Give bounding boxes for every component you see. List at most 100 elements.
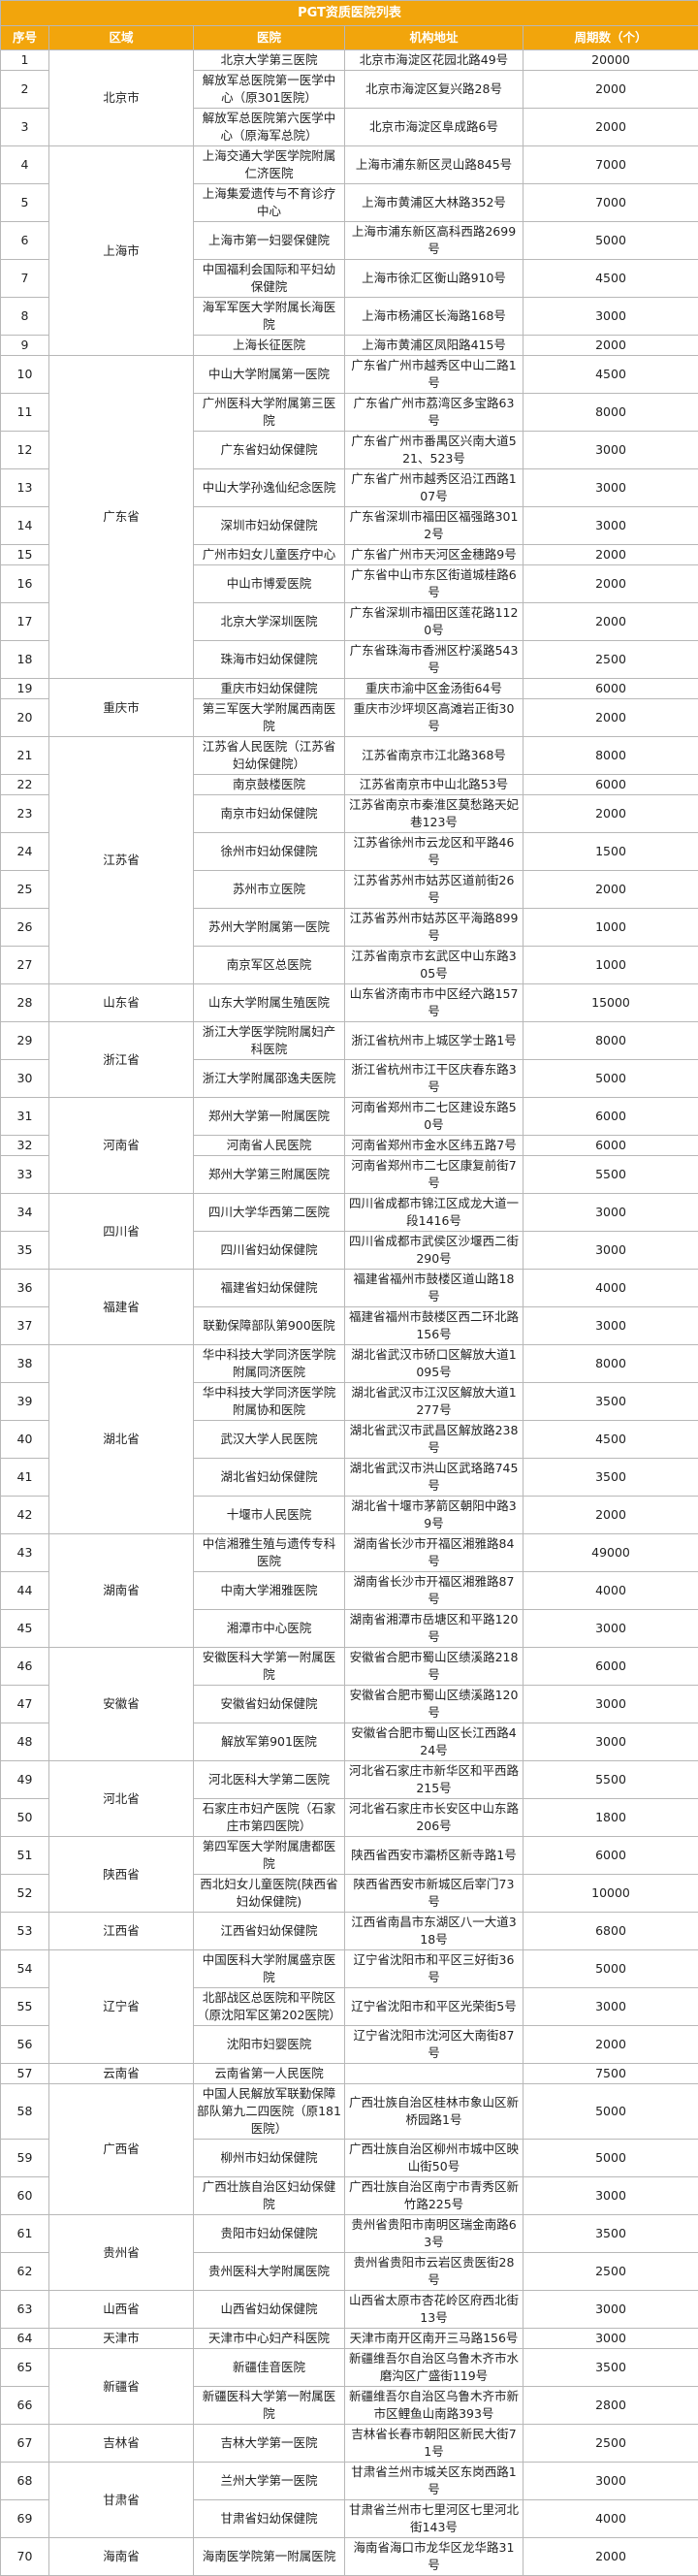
hospital: 甘肃省妇幼保健院 xyxy=(194,2500,345,2538)
region: 新疆省 xyxy=(49,2349,194,2425)
hospital: 武汉大学人民医院 xyxy=(194,1421,345,1459)
row-number: 10 xyxy=(1,356,49,394)
hospital: 新疆医科大学第一附属医院 xyxy=(194,2387,345,2425)
region: 广东省 xyxy=(49,356,194,679)
address: 上海市黄浦区凤阳路415号 xyxy=(345,336,524,356)
hospital: 吉林大学第一医院 xyxy=(194,2425,345,2463)
cycles: 10000 xyxy=(524,1875,698,1913)
region: 湖北省 xyxy=(49,1345,194,1534)
hospital: 安徽医科大学第一附属医院 xyxy=(194,1648,345,1686)
address: 安徽省合肥市蜀山区绩溪路218号 xyxy=(345,1648,524,1686)
cycles: 5000 xyxy=(524,2140,698,2177)
hospital: 浙江大学医学院附属妇产科医院 xyxy=(194,1022,345,1060)
address: 湖南省长沙市开福区湘雅路87号 xyxy=(345,1572,524,1610)
region: 江苏省 xyxy=(49,737,194,984)
row-number: 13 xyxy=(1,469,49,507)
cycles: 2500 xyxy=(524,641,698,679)
hospital: 贵阳市妇幼保健院 xyxy=(194,2215,345,2253)
hospital: 华中科技大学同济医学院附属协和医院 xyxy=(194,1383,345,1421)
row-number: 5 xyxy=(1,184,49,222)
row-number: 52 xyxy=(1,1875,49,1913)
address: 上海市黄浦区大林路352号 xyxy=(345,184,524,222)
hospital: 山西省妇幼保健院 xyxy=(194,2291,345,2329)
cycles: 2500 xyxy=(524,2425,698,2463)
row-number: 57 xyxy=(1,2064,49,2084)
column-header: 序号 xyxy=(1,26,49,50)
hospital: 十堰市人民医院 xyxy=(194,1497,345,1534)
cycles: 4000 xyxy=(524,1270,698,1307)
cycles: 3000 xyxy=(524,1232,698,1270)
hospital: 山东大学附属生殖医院 xyxy=(194,984,345,1022)
hospital: 石家庄市妇产医院（石家庄市第四医院） xyxy=(194,1799,345,1837)
cycles: 2000 xyxy=(524,1497,698,1534)
hospital: 华中科技大学同济医学院附属同济医院 xyxy=(194,1345,345,1383)
row-number: 34 xyxy=(1,1194,49,1232)
address: 重庆市渝中区金汤街64号 xyxy=(345,679,524,699)
cycles: 3000 xyxy=(524,2291,698,2329)
region: 广西省 xyxy=(49,2084,194,2215)
cycles: 3000 xyxy=(524,2177,698,2215)
region: 江西省 xyxy=(49,1913,194,1950)
row-number: 35 xyxy=(1,1232,49,1270)
column-header: 周期数（个） xyxy=(524,26,698,50)
hospital: 河南省人民医院 xyxy=(194,1136,345,1156)
cycles: 5000 xyxy=(524,2084,698,2140)
cycles: 3000 xyxy=(524,2463,698,2500)
row-number: 24 xyxy=(1,833,49,871)
row-number: 40 xyxy=(1,1421,49,1459)
row-number: 67 xyxy=(1,2425,49,2463)
row-number: 37 xyxy=(1,1307,49,1345)
hospital: 四川大学华西第二医院 xyxy=(194,1194,345,1232)
row-number: 12 xyxy=(1,432,49,469)
row-number: 45 xyxy=(1,1610,49,1648)
cycles: 3000 xyxy=(524,1686,698,1723)
region: 上海市 xyxy=(49,146,194,356)
hospital: 中山大学孙逸仙纪念医院 xyxy=(194,469,345,507)
hospital: 上海交通大学医学院附属仁济医院 xyxy=(194,146,345,184)
hospital: 海军军医大学附属长海医院 xyxy=(194,298,345,336)
address: 广东省广州市荔湾区多宝路63号 xyxy=(345,394,524,432)
cycles: 2000 xyxy=(524,699,698,737)
cycles: 3000 xyxy=(524,469,698,507)
row-number: 31 xyxy=(1,1098,49,1136)
address: 辽宁省沈阳市和平区三好街36号 xyxy=(345,1950,524,1988)
address xyxy=(345,2064,524,2084)
address: 湖北省武汉市硚口区解放大道1095号 xyxy=(345,1345,524,1383)
cycles: 2000 xyxy=(524,603,698,641)
column-header: 区域 xyxy=(49,26,194,50)
hospital: 北部战区总医院和平院区（原沈阳军区第202医院） xyxy=(194,1988,345,2026)
address: 江苏省苏州市姑苏区道前街26号 xyxy=(345,871,524,909)
address: 吉林省长春市朝阳区新民大街71号 xyxy=(345,2425,524,2463)
address: 湖北省武汉市武昌区解放路238号 xyxy=(345,1421,524,1459)
cycles: 5500 xyxy=(524,1761,698,1799)
row-number: 3 xyxy=(1,109,49,146)
row-number: 19 xyxy=(1,679,49,699)
hospital: 苏州大学附属第一医院 xyxy=(194,909,345,947)
row-number: 15 xyxy=(1,545,49,565)
hospital: 上海市第一妇婴保健院 xyxy=(194,222,345,260)
cycles: 3000 xyxy=(524,432,698,469)
row-number: 8 xyxy=(1,298,49,336)
row-number: 63 xyxy=(1,2291,49,2329)
row-number: 53 xyxy=(1,1913,49,1950)
row-number: 58 xyxy=(1,2084,49,2140)
row-number: 43 xyxy=(1,1534,49,1572)
row-number: 21 xyxy=(1,737,49,775)
row-number: 68 xyxy=(1,2463,49,2500)
address: 江苏省南京市玄武区中山东路305号 xyxy=(345,947,524,984)
row-number: 25 xyxy=(1,871,49,909)
row-number: 47 xyxy=(1,1686,49,1723)
region: 浙江省 xyxy=(49,1022,194,1098)
address: 广西壮族自治区桂林市象山区新桥园路1号 xyxy=(345,2084,524,2140)
address: 江苏省徐州市云龙区和平路46号 xyxy=(345,833,524,871)
hospital: 第三军医大学附属西南医院 xyxy=(194,699,345,737)
cycles: 4000 xyxy=(524,1572,698,1610)
